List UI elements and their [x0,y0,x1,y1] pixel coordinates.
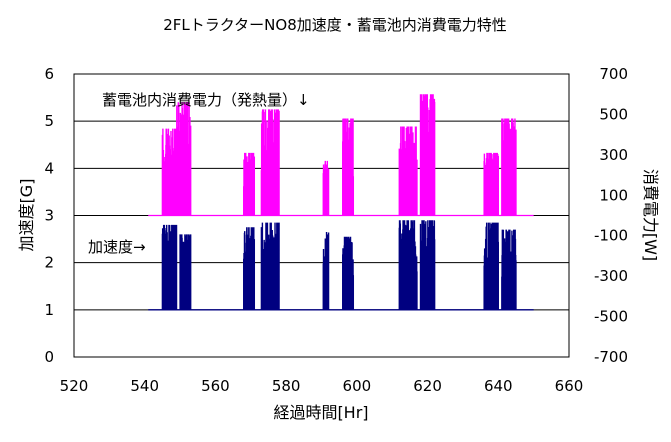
x-axis-label: 経過時間[Hr] [273,403,368,422]
accel-burst-0 [161,224,178,310]
y2-tick-label-2: -300 [594,267,628,285]
y-tick-label-4: 4 [44,159,54,177]
y2-axis-label: 消費電力[W] [641,169,660,261]
power-burst-6 [398,126,418,216]
accel-burst-7 [419,220,436,310]
accel-burst-1 [179,234,192,310]
x-tick-label-7: 660 [555,377,584,395]
acceleration-annotation: 加速度→ [88,238,146,256]
power-series [148,94,534,217]
y-axis-label: 加速度[G] [17,179,36,252]
power-burst-3 [260,109,280,216]
y-tick-label-5: 5 [44,112,54,130]
acceleration-series [148,220,534,311]
x-tick-label-4: 600 [343,377,372,395]
x-tick-label-2: 560 [201,377,230,395]
y-tick-label-1: 1 [44,301,54,319]
power-burst-2 [243,152,256,216]
power-burst-0 [161,128,178,216]
power-annotation: 蓄電池内消費電力（発熱量）↓ [102,91,310,109]
accel-burst-9 [501,229,517,310]
y2-tick-label-1: -500 [594,308,628,326]
accel-burst-8 [483,222,499,310]
y2-tick-label-0: -700 [594,348,628,366]
plot-frame [73,73,570,358]
power-burst-5 [342,118,355,216]
y-tick-label-6: 6 [44,65,54,83]
y-tick-label-0: 0 [44,348,54,366]
y-axis-left: 0 1 2 3 4 5 6 [44,65,54,366]
accel-burst-3 [260,222,280,310]
y2-tick-label-3: -100 [594,227,628,245]
y2-tick-label-5: 300 [599,146,628,164]
y-tick-label-3: 3 [44,207,54,225]
x-tick-label-5: 620 [413,377,442,395]
accel-burst-4 [322,232,330,310]
power-burst-9 [501,118,517,216]
chart-title: 2FLトラクターNO8加速度・蓄電池内消費電力特性 [163,16,507,34]
power-burst-1 [175,102,192,216]
x-tick-label-1: 540 [130,377,159,395]
x-tick-label-6: 640 [484,377,513,395]
accel-burst-2 [243,227,256,310]
accel-burst-5 [342,236,355,310]
y-tick-label-2: 2 [44,254,54,272]
power-burst-4 [322,160,330,216]
x-tick-label-3: 580 [272,377,301,395]
y2-tick-label-4: 100 [599,186,628,204]
y-axis-right: -700 -500 -300 -100 100 300 500 700 [594,65,628,366]
y2-tick-label-6: 500 [599,105,628,123]
x-tick-label-0: 520 [60,377,89,395]
x-axis: 520 540 560 580 600 620 640 660 [60,377,584,395]
power-burst-7 [419,94,436,216]
y2-tick-label-7: 700 [599,65,628,83]
accel-burst-6 [398,220,418,310]
power-burst-8 [483,152,499,216]
